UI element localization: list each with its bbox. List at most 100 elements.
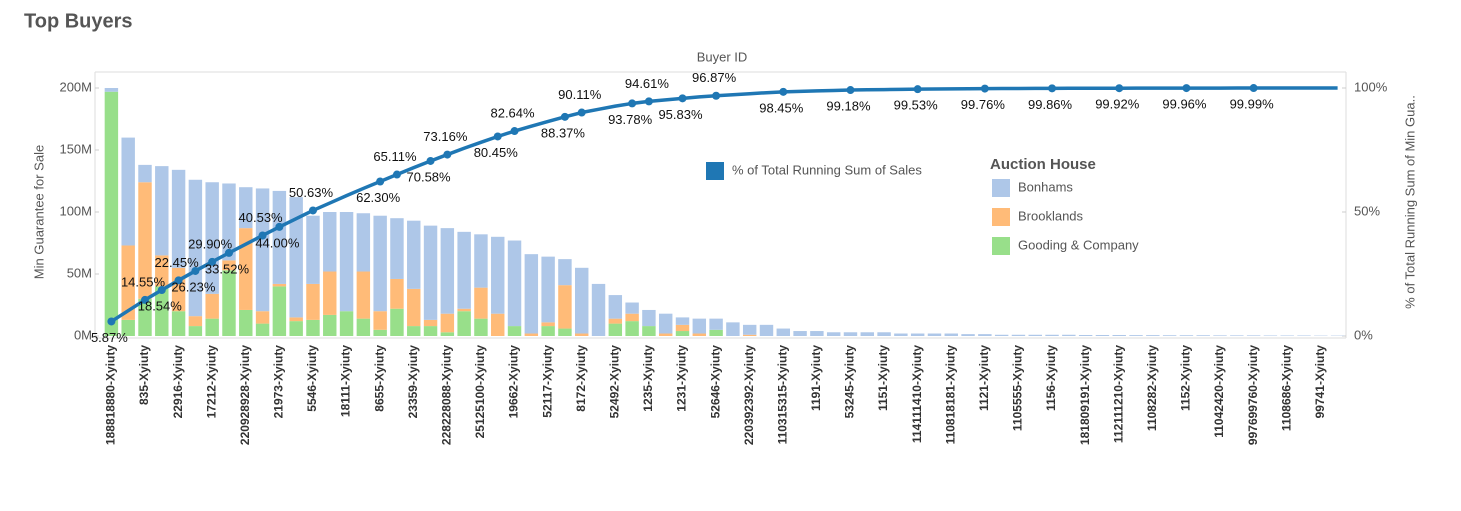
line-point: [510, 127, 519, 136]
bar-segment: [306, 319, 320, 336]
bar-segment: [390, 218, 404, 279]
line-point: [258, 231, 267, 240]
bar-segment: [742, 334, 757, 336]
legend-label: % of Total Running Sum of Sales: [732, 162, 922, 177]
line-point: [644, 97, 653, 106]
bar-segment: [1112, 335, 1126, 336]
x-tick-label: 1156-Xyiuty: [1044, 345, 1058, 411]
legend-label: Gooding & Company: [1018, 237, 1139, 252]
bar-segment: [776, 328, 791, 336]
point-label: 65.11%: [373, 149, 417, 164]
x-tick-label: 220928928-Xyiuty: [238, 345, 252, 445]
bar-segment: [927, 333, 942, 336]
point-label: 99.76%: [961, 97, 1006, 112]
bar-segment: [491, 313, 505, 336]
bar-segment: [658, 333, 673, 336]
line-point: [140, 295, 149, 304]
legend-swatch: [992, 237, 1010, 255]
y-tick-label: 100M: [59, 203, 92, 218]
bar-segment: [1078, 335, 1093, 336]
x-tick-label: 17212-Xyiuty: [204, 345, 218, 419]
point-label: 18.54%: [138, 298, 183, 313]
point-label: 22.45%: [155, 255, 200, 270]
bar-segment: [709, 318, 723, 330]
line-point: [275, 222, 284, 231]
x-tick-label: 1231-Xyiuty: [675, 345, 689, 412]
point-label: 5.87%: [91, 330, 128, 345]
bar-segment: [272, 286, 287, 336]
bar-segment: [356, 318, 371, 336]
x-tick-label: 1151-Xyiuty: [876, 345, 890, 411]
bar-segment: [222, 183, 236, 261]
point-label: 95.83%: [658, 107, 703, 122]
bar-segment: [642, 326, 656, 336]
bar-segment: [222, 270, 236, 336]
y-tick-label: 200M: [59, 79, 92, 94]
bar-segment: [843, 332, 858, 336]
x-tick-label: 1235-Xyiuty: [641, 345, 655, 412]
bar-segment: [1146, 335, 1160, 336]
point-label: 88.37%: [541, 125, 586, 140]
bar-segment: [239, 187, 253, 229]
bar-segment: [894, 333, 908, 336]
line-point: [191, 266, 200, 275]
point-label: 80.45%: [474, 145, 519, 160]
bar-segment: [1179, 335, 1194, 336]
bar-segment: [558, 328, 572, 336]
x-tick-label: 997699760-Xyiuty: [1246, 345, 1260, 445]
legend-swatch: [706, 162, 724, 180]
bar-segment: [1045, 334, 1059, 336]
bar-segment: [860, 332, 874, 336]
bar-segment: [810, 331, 824, 336]
line-point: [628, 99, 637, 108]
point-label: 50.63%: [289, 185, 334, 200]
bar-segment: [1028, 334, 1042, 336]
x-tick-label: 110818181-Xyiuty: [943, 345, 957, 445]
point-label: 44.00%: [255, 235, 300, 250]
bar-segment: [373, 329, 387, 336]
bar-segment: [255, 188, 270, 312]
x-tick-label: 8172-Xyiuty: [574, 345, 588, 412]
bar-segment: [726, 322, 740, 336]
legend-swatch: [992, 208, 1010, 226]
bar-segment: [474, 234, 488, 288]
bar-segment: [390, 278, 404, 309]
bar-segment: [1062, 334, 1076, 336]
bar-segment: [558, 285, 572, 329]
x-tick-label: 53245-Xyiuty: [843, 345, 857, 419]
bar-segment: [608, 318, 623, 324]
bar-segment: [138, 298, 152, 336]
point-label: 73.16%: [423, 129, 468, 144]
bar-segment: [255, 311, 270, 324]
line-point: [980, 84, 989, 93]
bar-segment: [541, 256, 555, 323]
bar-segment: [390, 308, 404, 336]
line-point: [224, 248, 233, 257]
bar-segment: [440, 313, 455, 333]
bar-segment: [423, 326, 438, 336]
x-tick-label: 5546-Xyiuty: [305, 345, 319, 412]
line-point: [846, 86, 855, 95]
bar-segment: [121, 137, 135, 246]
chart-title: Top Buyers: [24, 10, 133, 32]
legend-label: Brooklands: [1018, 208, 1084, 223]
bar-segment: [171, 311, 186, 336]
bar-segment: [188, 316, 203, 327]
bar-segment: [692, 318, 707, 334]
line-point: [1182, 84, 1191, 93]
bar-segment: [507, 326, 522, 336]
point-label: 99.86%: [1028, 97, 1073, 112]
bar-segment: [138, 164, 152, 183]
y2-tick-label: 0%: [1354, 327, 1373, 342]
bar-segment: [541, 326, 555, 336]
bar-segment: [474, 287, 488, 319]
legend-title: Auction House: [990, 156, 1096, 173]
bar-segment: [155, 166, 169, 256]
bar-segment: [339, 311, 354, 336]
bar-segment: [440, 332, 455, 336]
x-tick-label: 52492-Xyiuty: [607, 345, 621, 419]
line-point: [308, 206, 317, 215]
bar-segment: [759, 324, 774, 336]
point-label: 14.55%: [121, 274, 166, 289]
bar-segment: [1246, 335, 1261, 336]
